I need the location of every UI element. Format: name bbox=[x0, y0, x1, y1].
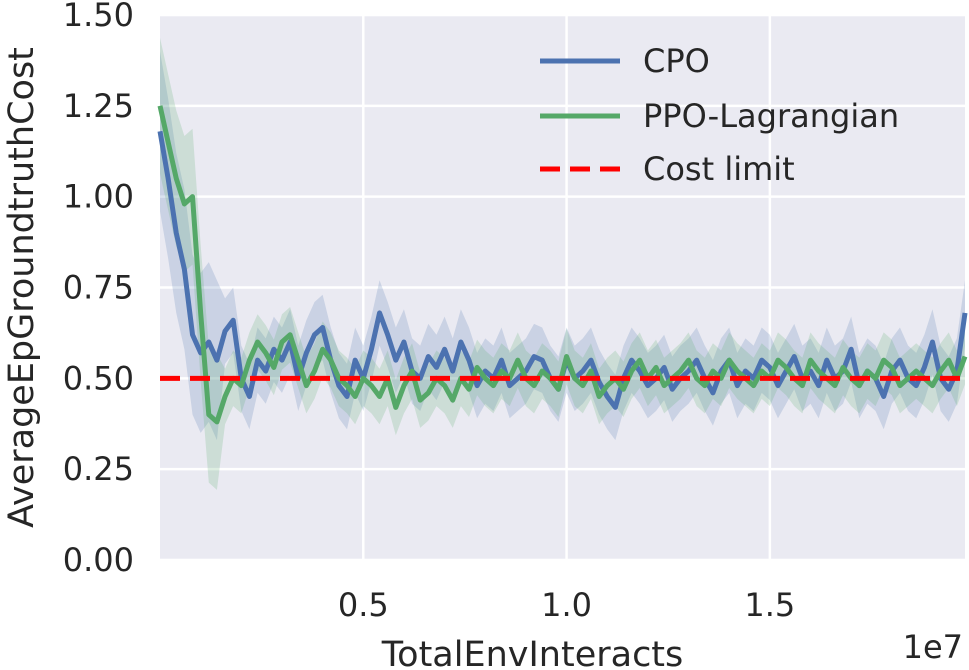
x-tick-label-0: 0.5 bbox=[338, 586, 389, 624]
y-tick-label-3: 0.75 bbox=[63, 269, 134, 307]
y-tick-label-4: 1.00 bbox=[63, 178, 134, 216]
series-lines bbox=[157, 105, 968, 425]
x-tick-labels: 0.5 1.0 1.5 bbox=[338, 586, 795, 624]
y-tick-label-6: 1.50 bbox=[63, 0, 134, 34]
y-axis-label: AverageEpGroundtruthCost bbox=[2, 47, 42, 528]
legend-label-cost-limit: Cost limit bbox=[643, 150, 795, 188]
y-tick-label-1: 0.25 bbox=[63, 450, 134, 488]
band-cpo bbox=[160, 51, 965, 441]
x-offset-label: 1e7 bbox=[903, 628, 963, 666]
y-tick-label-5: 1.25 bbox=[63, 87, 134, 125]
legend: CPO PPO-Lagrangian Cost limit bbox=[540, 42, 899, 188]
y-tick-label-2: 0.50 bbox=[63, 359, 134, 397]
x-tick-label-1: 1.0 bbox=[541, 586, 592, 624]
legend-label-ppo-lagrangian: PPO-Lagrangian bbox=[643, 97, 899, 135]
series-line-ppo-lagrangian bbox=[157, 105, 968, 425]
y-tick-labels: 0.00 0.25 0.50 0.75 1.00 1.25 1.50 bbox=[63, 0, 134, 579]
x-tick-label-2: 1.5 bbox=[744, 586, 795, 624]
x-axis-label: TotalEnvInteracts bbox=[381, 635, 684, 670]
legend-label-cpo: CPO bbox=[643, 42, 710, 80]
y-tick-label-0: 0.00 bbox=[63, 541, 134, 579]
